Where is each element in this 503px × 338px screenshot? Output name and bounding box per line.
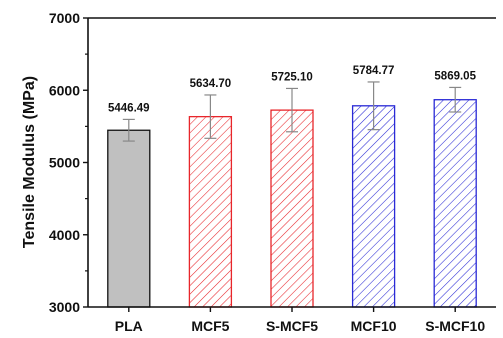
x-tick-label-mcf10: MCF10 bbox=[351, 318, 397, 334]
bar-s-mcf10 bbox=[433, 99, 477, 308]
y-tick-label-3000: 3000 bbox=[49, 299, 80, 315]
data-label-s-mcf5: 5725.10 bbox=[271, 71, 313, 83]
error-bar-pla bbox=[122, 118, 135, 142]
y-tick-label-6000: 6000 bbox=[49, 82, 80, 98]
y-tick-label-4000: 4000 bbox=[49, 227, 80, 243]
y-axis-title: Tensile Modulus (MPa) bbox=[21, 76, 38, 248]
data-label-mcf5: 5634.70 bbox=[190, 78, 232, 90]
data-label-s-mcf10: 5869.05 bbox=[434, 70, 476, 82]
x-tick-label-s-mcf5: S-MCF5 bbox=[266, 318, 318, 334]
error-bar-s-mcf10 bbox=[449, 86, 462, 113]
x-tick-label-pla: PLA bbox=[115, 318, 143, 334]
y-tick-label-7000: 7000 bbox=[49, 10, 80, 26]
bar-pla bbox=[107, 129, 151, 308]
data-label-mcf10: 5784.77 bbox=[353, 65, 395, 77]
bar-mcf10 bbox=[351, 105, 396, 308]
x-tick-label-s-mcf10: S-MCF10 bbox=[425, 318, 485, 334]
x-tick-label-mcf5: MCF5 bbox=[191, 318, 229, 334]
y-tick-label-5000: 5000 bbox=[49, 155, 80, 171]
bar-mcf5 bbox=[188, 115, 233, 308]
error-bar-mcf10 bbox=[367, 81, 380, 131]
bar-s-mcf5 bbox=[270, 109, 314, 308]
error-bar-s-mcf5 bbox=[286, 87, 298, 133]
data-label-pla: 5446.49 bbox=[108, 102, 150, 114]
bars-group: 5446.49 5634.70 5725.10 5784.77 5869.05 bbox=[107, 65, 477, 308]
axes-group: PLA MCF5 S-MCF5 MCF10 S-MCF10 3000 4000 5000 600… bbox=[49, 10, 496, 334]
error-bar-mcf5 bbox=[204, 94, 217, 139]
